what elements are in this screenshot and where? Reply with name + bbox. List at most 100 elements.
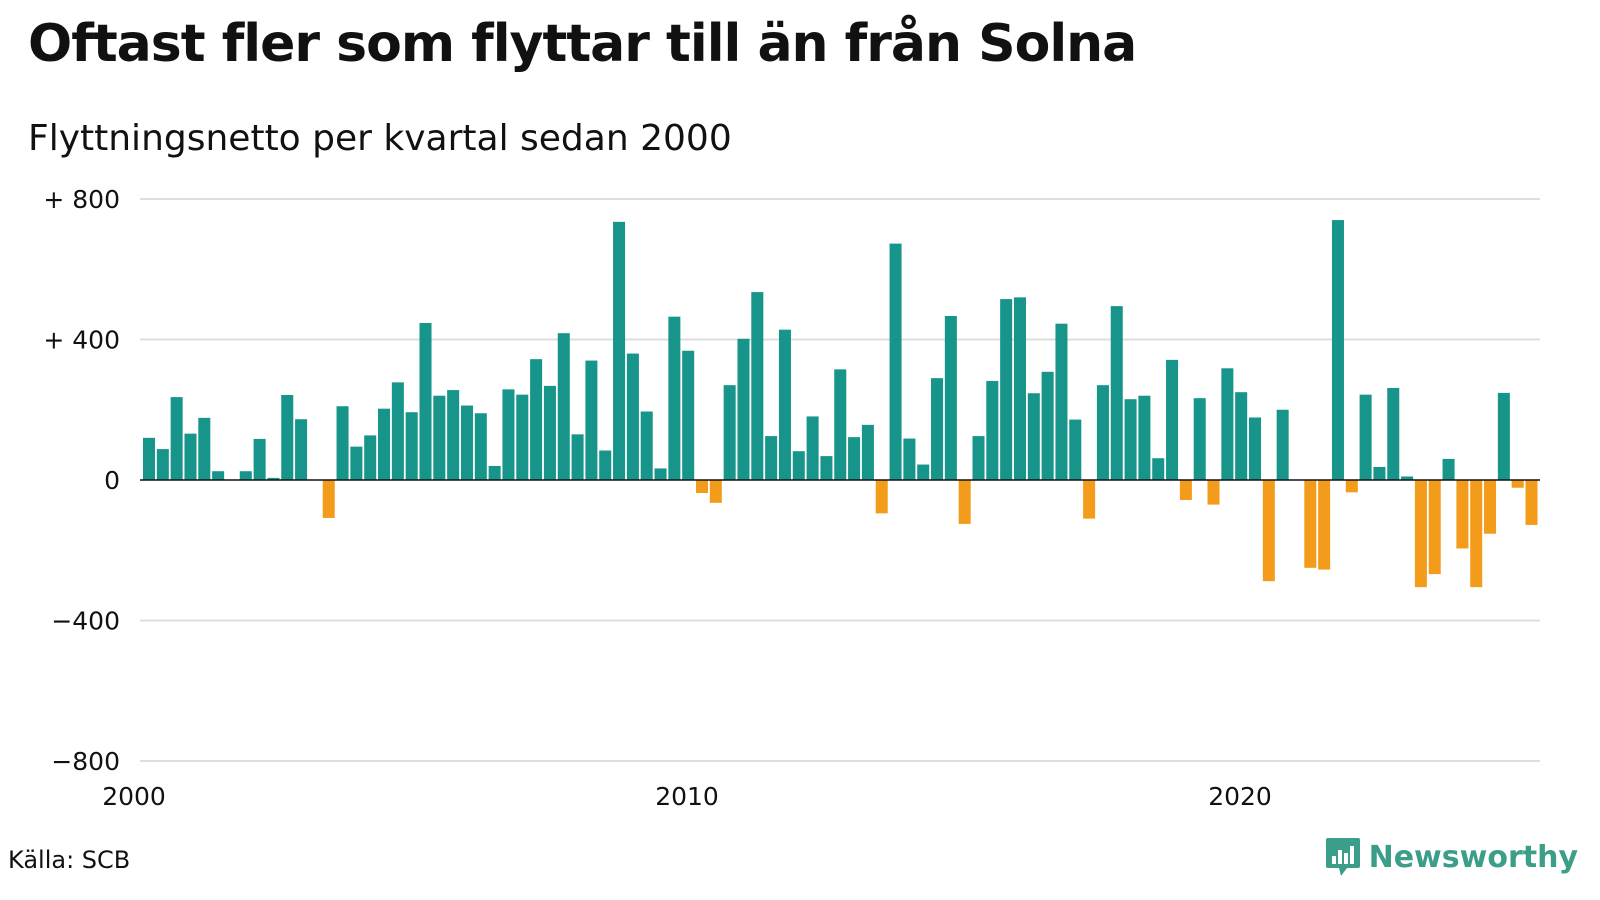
bar bbox=[917, 464, 930, 480]
bar bbox=[709, 480, 722, 503]
bar bbox=[723, 385, 736, 480]
brand-logo: Newsworthy bbox=[1325, 836, 1578, 878]
bar bbox=[419, 322, 432, 480]
bar bbox=[1497, 392, 1510, 480]
chart-title: Oftast fler som flyttar till än från Sol… bbox=[28, 14, 1137, 74]
bar bbox=[156, 449, 169, 480]
bar bbox=[931, 378, 944, 480]
bar bbox=[1387, 387, 1400, 480]
bar bbox=[1262, 480, 1275, 582]
bar bbox=[1110, 306, 1123, 480]
chart-subtitle: Flyttningsnetto per kvartal sedan 2000 bbox=[28, 118, 732, 159]
bar bbox=[253, 438, 266, 480]
y-tick-label: −400 bbox=[51, 607, 120, 636]
bar bbox=[1304, 480, 1317, 568]
bar bbox=[834, 369, 847, 480]
bar bbox=[986, 380, 999, 480]
bar bbox=[474, 413, 487, 480]
brand-name: Newsworthy bbox=[1368, 839, 1578, 875]
bar bbox=[1221, 368, 1234, 480]
bar bbox=[1401, 476, 1414, 480]
bar bbox=[391, 382, 404, 480]
bar bbox=[543, 385, 556, 480]
bar bbox=[433, 395, 446, 480]
bar bbox=[1027, 393, 1040, 480]
y-tick-label: −800 bbox=[51, 747, 120, 776]
bar bbox=[1235, 392, 1248, 480]
bar bbox=[1000, 299, 1013, 480]
newsworthy-logo-icon bbox=[1325, 838, 1360, 876]
bar bbox=[1193, 398, 1206, 480]
bar bbox=[944, 315, 957, 480]
bar bbox=[599, 450, 612, 480]
bar bbox=[488, 465, 501, 480]
bar bbox=[972, 436, 985, 480]
bar bbox=[557, 333, 570, 480]
bar bbox=[1249, 417, 1262, 480]
bar bbox=[1083, 480, 1096, 519]
bar bbox=[848, 437, 861, 480]
bar bbox=[1041, 371, 1054, 480]
bar bbox=[737, 338, 750, 480]
bar bbox=[1055, 323, 1068, 480]
bar bbox=[585, 360, 598, 480]
y-tick-label: 0 bbox=[104, 466, 120, 495]
bar bbox=[640, 411, 653, 480]
bar bbox=[1359, 394, 1372, 480]
bar bbox=[682, 350, 695, 480]
y-tick-label: + 800 bbox=[43, 185, 120, 214]
bar bbox=[1276, 409, 1289, 480]
bar bbox=[1470, 480, 1483, 588]
bar bbox=[1166, 359, 1179, 480]
bar bbox=[1484, 480, 1497, 534]
bar bbox=[1318, 480, 1331, 570]
bar bbox=[1331, 220, 1344, 480]
bar bbox=[1013, 297, 1026, 480]
bar bbox=[364, 435, 377, 480]
bar bbox=[889, 243, 902, 480]
bar bbox=[1096, 385, 1109, 480]
bar bbox=[460, 405, 473, 480]
bar bbox=[696, 480, 709, 493]
bar bbox=[613, 221, 626, 480]
bar bbox=[516, 394, 529, 480]
x-axis-labels: 2000 2010 2020 bbox=[102, 782, 1272, 811]
bar bbox=[502, 389, 515, 480]
bar bbox=[212, 471, 225, 480]
bar bbox=[1179, 480, 1192, 501]
bar bbox=[1152, 458, 1165, 480]
bar bbox=[668, 316, 681, 480]
bar bbox=[903, 438, 916, 480]
bar bbox=[378, 408, 391, 480]
bar bbox=[322, 480, 335, 518]
bar bbox=[184, 433, 197, 480]
y-axis-labels: + 800 + 400 0 −400 −800 bbox=[43, 185, 120, 776]
bar bbox=[239, 471, 252, 480]
bar bbox=[751, 292, 764, 480]
source-label: Källa: SCB bbox=[8, 846, 131, 874]
bar bbox=[820, 456, 833, 480]
bar bbox=[1207, 480, 1220, 505]
bar bbox=[1138, 395, 1151, 480]
bar bbox=[792, 451, 805, 480]
bar bbox=[778, 329, 791, 480]
bar bbox=[281, 395, 294, 480]
bar bbox=[143, 437, 156, 480]
bar bbox=[806, 416, 819, 480]
bar bbox=[1456, 480, 1469, 549]
bars bbox=[143, 220, 1538, 588]
bar bbox=[626, 353, 639, 480]
bar bbox=[1345, 480, 1358, 493]
x-tick-label: 2000 bbox=[102, 782, 166, 811]
bar bbox=[1428, 480, 1441, 575]
bar bbox=[350, 446, 363, 480]
bar bbox=[198, 417, 211, 480]
y-tick-label: + 400 bbox=[43, 326, 120, 355]
bar bbox=[1414, 480, 1427, 588]
bar bbox=[1442, 458, 1455, 480]
x-tick-label: 2020 bbox=[1208, 782, 1272, 811]
bar bbox=[1124, 399, 1137, 480]
bar bbox=[861, 424, 874, 480]
bar bbox=[295, 419, 308, 480]
